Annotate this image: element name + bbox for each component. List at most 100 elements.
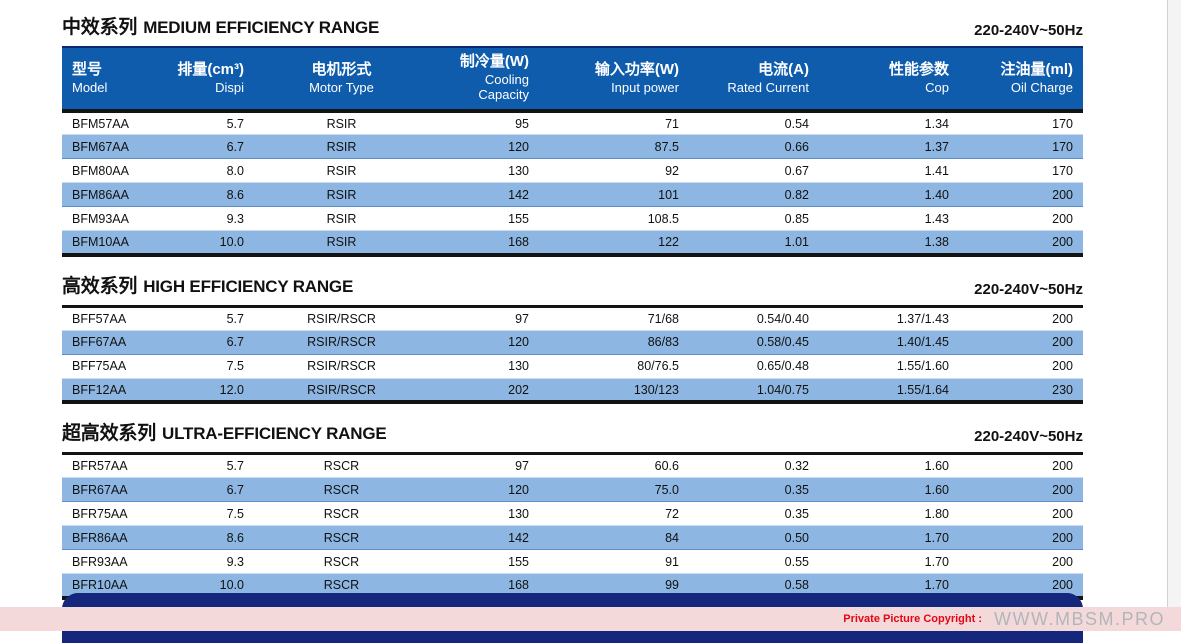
cell-model: BFM67AA: [62, 134, 162, 160]
table-row: BFM57AA 5.7 RSIR 95 71 0.54 1.34 170: [62, 110, 1083, 136]
cell-rated-current: 1.01: [689, 230, 819, 256]
column-header-cop: 性能参数 Cop: [819, 47, 959, 113]
voltage-spec: 220-240V~50Hz: [974, 22, 1083, 39]
cell-displacement: 6.7: [162, 134, 254, 160]
cell-cooling-capacity: 202: [429, 377, 539, 403]
column-header-en: Cop: [925, 79, 949, 95]
section-title-cn: 超高效系列: [62, 423, 157, 445]
cell-displacement: 7.5: [162, 501, 254, 527]
cell-cop: 1.55/1.60: [819, 354, 959, 379]
cell-input-power: 60.6: [539, 453, 689, 479]
column-header-cn: 性能参数: [888, 60, 949, 78]
column-header-en: Oil Charge: [1010, 79, 1073, 95]
cell-input-power: 84: [539, 525, 689, 551]
cell-cooling-capacity: 130: [429, 158, 539, 184]
cell-cooling-capacity: 120: [429, 329, 539, 355]
table-row: BFR86AA 8.6 RSCR 142 84 0.50 1.70 200: [62, 525, 1083, 551]
cell-displacement: 10.0: [162, 230, 254, 256]
copyright-label: Private Picture Copyright :: [843, 613, 983, 625]
column-header-cn: 制冷量(W): [459, 53, 529, 70]
cell-cop: 1.55/1.64: [819, 377, 959, 403]
cell-rated-current: 1.04/0.75: [689, 377, 819, 403]
cell-oil-charge: 200: [959, 453, 1083, 479]
cell-oil-charge: 170: [959, 110, 1083, 136]
cell-model: BFM86AA: [62, 182, 162, 208]
cell-cop: 1.40: [819, 182, 959, 208]
cell-input-power: 86/83: [539, 329, 689, 355]
cell-model: BFF57AA: [62, 306, 162, 331]
cell-input-power: 71/68: [539, 306, 689, 331]
column-header-en: Input power: [611, 79, 679, 95]
cell-motor-type: RSIR: [254, 134, 429, 160]
section-medium-efficiency: 中效系列 MEDIUM EFFICIENCY RANGE 220-240V~50Hz…: [62, 12, 1083, 257]
cell-model: BFM57AA: [62, 110, 162, 136]
cell-rated-current: 0.35: [689, 477, 819, 503]
cell-input-power: 92: [539, 158, 689, 184]
column-header-cooling-capacity: 制冷量(W) Cooling Capacity: [429, 47, 539, 113]
cell-rated-current: 0.55: [689, 549, 819, 575]
cell-cop: 1.70: [819, 549, 959, 575]
section-header: 超高效系列 ULTRA-EFFICIENCY RANGE 220-240V~50Hz: [62, 418, 1083, 445]
cell-rated-current: 0.58/0.45: [689, 329, 819, 355]
cell-motor-type: RSIR: [254, 110, 429, 136]
cell-rated-current: 0.67: [689, 158, 819, 184]
spec-table-medium-efficiency: 型号 Model 排量(cm³) Dispi 电机形式 Motor Type 制冷量(W) C…: [62, 46, 1083, 257]
cell-motor-type: RSIR/RSCR: [254, 377, 429, 403]
cell-motor-type: RSIR/RSCR: [254, 329, 429, 355]
cell-motor-type: RSCR: [254, 477, 429, 503]
cell-motor-type: RSIR/RSCR: [254, 354, 429, 379]
table-row: BFM93AA 9.3 RSIR 155 108.5 0.85 1.43 200: [62, 206, 1083, 232]
cell-oil-charge: 200: [959, 230, 1083, 256]
cell-displacement: 9.3: [162, 549, 254, 575]
column-header-en: Rated Current: [727, 79, 809, 95]
column-header-cn: 电流(A): [758, 60, 809, 78]
section-header: 中效系列 MEDIUM EFFICIENCY RANGE 220-240V~50Hz: [62, 12, 1083, 39]
section-title-en: MEDIUM EFFICIENCY RANGE: [143, 18, 380, 37]
cell-rated-current: 0.66: [689, 134, 819, 160]
cell-model: BFR93AA: [62, 549, 162, 575]
cell-cop: 1.43: [819, 206, 959, 232]
cell-input-power: 91: [539, 549, 689, 575]
cell-motor-type: RSCR: [254, 525, 429, 551]
column-header-cn: 型号: [72, 60, 103, 78]
cell-oil-charge: 200: [959, 354, 1083, 379]
cell-oil-charge: 200: [959, 477, 1083, 503]
cell-oil-charge: 170: [959, 158, 1083, 184]
section-title-cn: 高效系列: [62, 275, 138, 297]
cell-motor-type: RSIR: [254, 182, 429, 208]
cell-displacement: 12.0: [162, 377, 254, 403]
cell-input-power: 71: [539, 110, 689, 136]
cell-rated-current: 0.54/0.40: [689, 306, 819, 331]
cell-cooling-capacity: 168: [429, 230, 539, 256]
cell-displacement: 9.3: [162, 206, 254, 232]
cell-model: BFR67AA: [62, 477, 162, 503]
cell-cop: 1.70: [819, 525, 959, 551]
cell-cooling-capacity: 130: [429, 501, 539, 527]
cell-displacement: 6.7: [162, 329, 254, 355]
section-header: 高效系列 HIGH EFFICIENCY RANGE 220-240V~50Hz: [62, 271, 1083, 298]
cell-motor-type: RSCR: [254, 549, 429, 575]
datasheet-content: 中效系列 MEDIUM EFFICIENCY RANGE 220-240V~50Hz…: [62, 12, 1083, 614]
cell-cooling-capacity: 142: [429, 525, 539, 551]
cell-cooling-capacity: 120: [429, 134, 539, 160]
cell-displacement: 8.6: [162, 182, 254, 208]
column-header-cn: 输入功率(W): [594, 60, 679, 78]
cell-cooling-capacity: 142: [429, 182, 539, 208]
cell-model: BFM80AA: [62, 158, 162, 184]
cell-motor-type: RSIR/RSCR: [254, 306, 429, 331]
voltage-spec: 220-240V~50Hz: [974, 280, 1083, 298]
column-header-cn: 排量(cm³): [177, 60, 244, 78]
spec-table-high-efficiency: BFF57AA 5.7 RSIR/RSCR 97 71/68 0.54/0.40 1.37/…: [62, 304, 1083, 405]
column-header-en: Model: [72, 79, 108, 95]
cell-oil-charge: 200: [959, 182, 1083, 208]
column-header-cn: 注油量(ml): [1000, 60, 1074, 78]
cell-cooling-capacity: 155: [429, 206, 539, 232]
cell-input-power: 75.0: [539, 477, 689, 503]
cell-model: BFR75AA: [62, 501, 162, 527]
cell-oil-charge: 200: [959, 549, 1083, 575]
scan-edge-strip: [1167, 0, 1181, 607]
cell-displacement: 6.7: [162, 477, 254, 503]
column-header-displacement: 排量(cm³) Dispi: [162, 47, 254, 113]
table-row: BFF57AA 5.7 RSIR/RSCR 97 71/68 0.54/0.40 1.37/…: [62, 306, 1083, 331]
cell-model: BFR57AA: [62, 453, 162, 479]
